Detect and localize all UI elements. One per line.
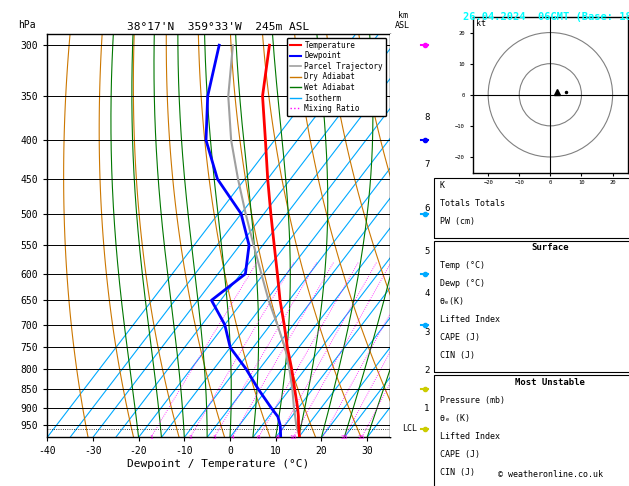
Text: 2: 2: [188, 435, 192, 440]
Text: 6: 6: [257, 435, 260, 440]
Text: km
ASL: km ASL: [395, 11, 410, 30]
Text: CIN (J): CIN (J): [440, 351, 475, 361]
Text: 4: 4: [230, 435, 234, 440]
Text: 8: 8: [276, 435, 280, 440]
Text: 25: 25: [358, 435, 365, 440]
Title: 38°17'N  359°33'W  245m ASL: 38°17'N 359°33'W 245m ASL: [128, 22, 309, 32]
Text: θₑ (K): θₑ (K): [440, 414, 470, 423]
Text: Most Unstable: Most Unstable: [515, 378, 586, 387]
Text: Temp (°C): Temp (°C): [440, 261, 485, 271]
Text: PW (cm): PW (cm): [440, 217, 475, 226]
Text: © weatheronline.co.uk: © weatheronline.co.uk: [498, 469, 603, 479]
Text: θₑ(K): θₑ(K): [440, 297, 465, 307]
Text: K: K: [440, 181, 445, 191]
Text: LCL: LCL: [403, 424, 418, 434]
Text: Totals Totals: Totals Totals: [440, 199, 504, 208]
Text: kt: kt: [476, 19, 486, 28]
Text: CIN (J): CIN (J): [440, 468, 475, 477]
Text: CAPE (J): CAPE (J): [440, 450, 480, 459]
Text: Lifted Index: Lifted Index: [440, 432, 499, 441]
Text: Dewp (°C): Dewp (°C): [440, 279, 485, 289]
Text: Pressure (mb): Pressure (mb): [440, 396, 504, 405]
Text: 20: 20: [340, 435, 348, 440]
X-axis label: Dewpoint / Temperature (°C): Dewpoint / Temperature (°C): [128, 459, 309, 469]
Text: 3: 3: [213, 435, 216, 440]
Text: Lifted Index: Lifted Index: [440, 315, 499, 325]
Legend: Temperature, Dewpoint, Parcel Trajectory, Dry Adiabat, Wet Adiabat, Isotherm, Mi: Temperature, Dewpoint, Parcel Trajectory…: [287, 38, 386, 116]
Text: Surface: Surface: [532, 243, 569, 253]
Text: hPa: hPa: [18, 20, 36, 30]
Text: 10: 10: [289, 435, 297, 440]
Text: 1: 1: [149, 435, 153, 440]
Text: 26.04.2024  06GMT (Base: 18): 26.04.2024 06GMT (Base: 18): [463, 12, 629, 22]
Text: CAPE (J): CAPE (J): [440, 333, 480, 343]
